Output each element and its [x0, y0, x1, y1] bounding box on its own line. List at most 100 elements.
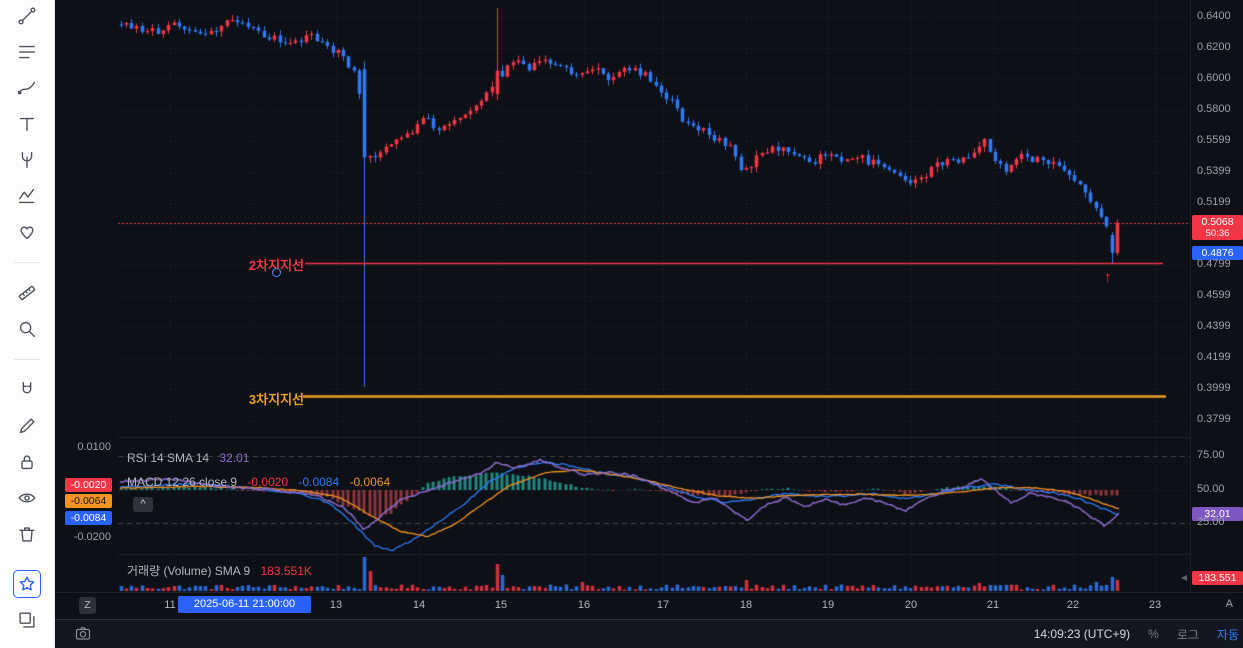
layers-icon	[16, 609, 38, 631]
price-axis-label: 0.3999	[1197, 381, 1231, 394]
status-bar: 14:09:23 (UTC+9) % 로그 자동	[55, 619, 1243, 648]
eye-icon	[16, 487, 38, 509]
macd-legend-signal-value: -0.0064	[349, 475, 391, 489]
rsi-legend[interactable]: RSI 14 SMA 14 32.01	[127, 451, 249, 465]
tool-magnet[interactable]	[13, 376, 41, 404]
time-axis-label: 18	[739, 599, 753, 611]
zoom-icon	[16, 318, 38, 340]
arrow-up-marker: ↑	[1104, 269, 1112, 286]
support-line-3-label[interactable]: 3차지지선	[248, 392, 304, 407]
bar-countdown: 50:36	[1205, 227, 1230, 239]
time-axis-label: 17	[656, 599, 670, 611]
time-axis-label: 20	[904, 599, 918, 611]
lock-icon	[16, 451, 38, 473]
time-axis-label: 19	[821, 599, 835, 611]
tool-hide[interactable]	[13, 484, 41, 512]
macd-hist-value-badge: -0.0020	[65, 478, 112, 492]
time-axis-label: 23	[1148, 599, 1162, 611]
time-axis-label: 15	[494, 599, 508, 611]
time-axis-label: 16	[577, 599, 591, 611]
price-axis-label: 0.3799	[1197, 412, 1231, 425]
brush-icon	[16, 77, 38, 99]
tool-brush[interactable]	[13, 74, 41, 102]
pane-collapse-button[interactable]: ^	[133, 497, 153, 512]
tool-pattern[interactable]	[13, 182, 41, 210]
tool-favorites[interactable]	[13, 570, 41, 598]
macd-scale-bottom-label: -0.0200	[73, 531, 111, 543]
tool-delete[interactable]	[13, 520, 41, 548]
magnet-icon	[16, 379, 38, 401]
ruler-icon	[16, 282, 38, 304]
price-axis-label: 0.6000	[1197, 71, 1231, 84]
pitchfork-icon	[16, 149, 38, 171]
macd-legend-macd-value: -0.0084	[298, 475, 340, 489]
log-scale-button[interactable]: 로그	[1176, 627, 1199, 642]
macd-scale-top-label: 0.0100	[77, 441, 111, 453]
price-axis-label: 0.5199	[1197, 195, 1231, 208]
trash-icon	[16, 523, 38, 545]
macd-legend-hist-value: -0.0020	[247, 475, 289, 489]
price-axis-label: 0.6400	[1197, 9, 1231, 22]
macd-signal-value-badge: -0.0064	[65, 494, 112, 508]
time-axis-label: 21	[986, 599, 1000, 611]
secondary-price-badge: 0.4876	[1192, 245, 1243, 260]
tool-draw[interactable]	[13, 412, 41, 440]
toolbar-divider	[14, 359, 40, 360]
fib-lines-icon	[16, 41, 38, 63]
clock[interactable]: 14:09:23 (UTC+9)	[1033, 627, 1131, 641]
drawing-toolbar	[0, 0, 55, 648]
macd-line-value-badge: -0.0084	[65, 511, 112, 525]
price-axis-label: 0.4399	[1197, 319, 1231, 332]
volume-legend-value: 183.551K	[260, 564, 312, 578]
volume-value-badge: 183.551	[1192, 571, 1243, 585]
price-axis-label: 0.4799	[1197, 257, 1231, 270]
price-axis-label: 0.6200	[1197, 40, 1231, 53]
price-axis-label: 0.5599	[1197, 133, 1231, 146]
macd-legend-title: MACD 12 26 close 9	[127, 475, 238, 489]
tool-object-tree[interactable]	[13, 606, 41, 634]
support-line-2-label[interactable]: 2차지지선	[248, 258, 304, 273]
status-bar-right: 14:09:23 (UTC+9) % 로그 자동	[1034, 626, 1243, 643]
price-axis[interactable]: 0.5068 50:36 0.4876 32.01 183.551 0.6400…	[1190, 0, 1243, 592]
price-axis-label: 0.4199	[1197, 350, 1231, 363]
tool-emoji[interactable]	[13, 218, 41, 246]
time-axis-label: 13	[329, 599, 343, 611]
time-axis-label: 11	[164, 599, 176, 611]
indicator-axis-label: 50.00	[1197, 483, 1225, 495]
toolbar-divider	[14, 262, 40, 263]
volume-legend-title: 거래량 (Volume) SMA 9	[127, 564, 251, 578]
price-chart-canvas[interactable]	[118, 0, 1190, 592]
tool-trend-line[interactable]	[13, 2, 41, 30]
drawing-anchor-point[interactable]	[272, 268, 281, 277]
tool-fib-lines[interactable]	[13, 38, 41, 66]
auto-scale-button[interactable]: 자동	[1216, 627, 1239, 642]
capture-icon[interactable]	[75, 626, 91, 642]
time-axis[interactable]: Z 2025-06-11 21:00:00 11 13 14 15 16 17 18 19 20…	[55, 592, 1243, 620]
percent-scale-button[interactable]: %	[1148, 627, 1159, 641]
pencil-icon	[16, 415, 38, 437]
tool-pitchfork[interactable]	[13, 146, 41, 174]
rsi-legend-title: RSI 14 SMA 14	[127, 451, 210, 465]
macd-legend[interactable]: MACD 12 26 close 9 -0.0020 -0.0084 -0.00…	[127, 475, 390, 489]
last-price-value: 0.5068	[1201, 215, 1234, 228]
axis-collapse-icon[interactable]: ◀	[1181, 573, 1188, 582]
text-icon	[16, 113, 38, 135]
indicator-axis-label: 75.00	[1197, 449, 1225, 461]
price-axis-label: 0.5399	[1197, 164, 1231, 177]
a-button[interactable]: A	[1225, 598, 1233, 610]
time-axis-label: 22	[1066, 599, 1080, 611]
heart-icon	[16, 221, 38, 243]
last-price-badge: 0.5068 50:36	[1192, 214, 1243, 240]
tool-lock[interactable]	[13, 448, 41, 476]
indicator-axis-label: 25.00	[1197, 516, 1225, 528]
z-button[interactable]: Z	[79, 597, 96, 614]
selected-bar-time-badge: 2025-06-11 21:00:00	[178, 596, 311, 613]
tool-zoom[interactable]	[13, 315, 41, 343]
trend-line-icon	[16, 5, 38, 27]
price-axis-label: 0.4599	[1197, 288, 1231, 301]
volume-legend[interactable]: 거래량 (Volume) SMA 9 183.551K	[127, 562, 312, 579]
time-axis-label: 14	[412, 599, 426, 611]
tool-text[interactable]	[13, 110, 41, 138]
tool-measure[interactable]	[13, 279, 41, 307]
